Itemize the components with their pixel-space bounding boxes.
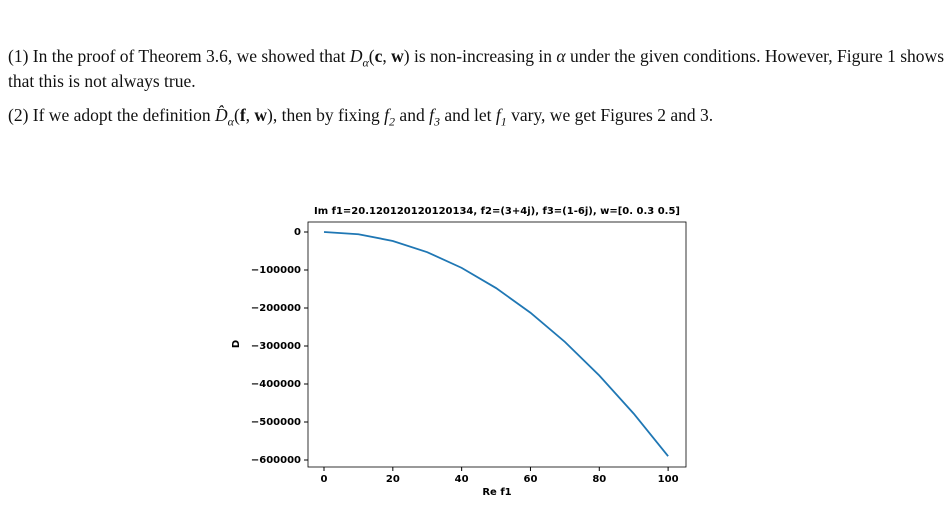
x-axis-label: Re f1 <box>482 487 511 498</box>
text-run: D <box>349 46 363 66</box>
text-run: α <box>227 114 234 129</box>
y-tick-label: −500000 <box>251 417 301 428</box>
text-run: α <box>556 46 566 66</box>
text-run: ( <box>368 46 375 66</box>
paragraph: (2) If we adopt the definition D̂α(f, w)… <box>8 103 944 128</box>
text-run: f <box>429 105 434 125</box>
text-run: ) is non-increasing in <box>403 46 557 66</box>
text-run: and <box>395 105 430 125</box>
y-tick-label: −600000 <box>251 455 301 466</box>
y-tick-label: −300000 <box>251 341 301 352</box>
text-run: and let <box>439 105 496 125</box>
text-run: , <box>245 105 255 125</box>
text-run: ( <box>233 105 240 125</box>
text-run: (1) In the proof of Theorem 3.6, we show… <box>8 46 350 66</box>
text-run: c <box>374 46 383 66</box>
x-tick-label: 80 <box>592 474 606 485</box>
text-run: 3 <box>433 114 440 129</box>
text-run: under the given conditions. However, Fig… <box>8 46 945 91</box>
x-tick-label: 60 <box>524 474 538 485</box>
document-text: (1) In the proof of Theorem 3.6, we show… <box>8 44 944 137</box>
text-run: f <box>239 105 246 125</box>
text-run: 2 <box>389 114 396 129</box>
paragraph: (1) In the proof of Theorem 3.6, we show… <box>8 44 944 94</box>
x-tick-label: 100 <box>658 474 679 485</box>
x-tick-label: 20 <box>386 474 400 485</box>
text-run: f <box>384 105 390 125</box>
text-run: ), then by fixing <box>267 105 385 125</box>
y-tick-label: −100000 <box>251 265 301 276</box>
text-run: α <box>362 55 369 70</box>
text-run: w <box>254 105 268 125</box>
text-run: f <box>495 105 501 125</box>
text-run: w <box>391 46 404 66</box>
data-line <box>323 231 669 457</box>
chart-title: Im f1=20.120120120120134, f2=(3+4j), f3=… <box>314 206 680 217</box>
y-axis-label: D <box>231 340 242 348</box>
x-tick-label: 40 <box>455 474 469 485</box>
y-tick-label: −200000 <box>251 303 301 314</box>
text-run: vary, we get Figures 2 and 3. <box>506 105 714 125</box>
x-tick-label: 0 <box>321 474 328 485</box>
text-run: 1 <box>500 114 507 129</box>
plot-frame <box>307 221 687 468</box>
text-run: (2) If we adopt the definition <box>8 105 216 125</box>
text-run: , <box>382 46 392 66</box>
y-tick-label: −400000 <box>251 379 301 390</box>
text-run: D̂ <box>215 105 228 125</box>
y-tick-label: 0 <box>294 227 301 238</box>
